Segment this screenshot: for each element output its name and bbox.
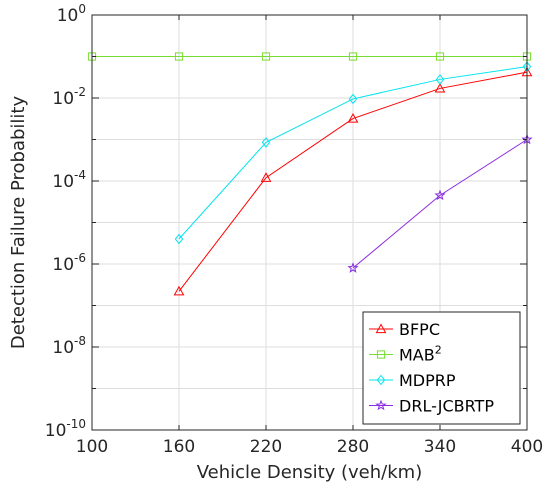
x-axis-label: Vehicle Density (veh/km) xyxy=(197,462,422,483)
y-tick-label: 10-10 xyxy=(45,417,86,441)
data-point xyxy=(348,93,358,105)
data-point xyxy=(434,82,446,93)
series-group xyxy=(87,52,533,296)
y-tick-label: 100 xyxy=(57,2,86,26)
legend-entry: MAB2 xyxy=(369,344,442,365)
legend-entry: MDPRP xyxy=(369,371,456,390)
legend-label: MDPRP xyxy=(399,371,456,390)
x-tick-label: 280 xyxy=(337,437,369,457)
x-tick-label: 340 xyxy=(424,437,456,457)
series-4 xyxy=(347,133,533,273)
data-point xyxy=(435,52,445,61)
data-point xyxy=(173,285,185,296)
legend-entry: BFPC xyxy=(369,320,440,339)
x-tick-label: 220 xyxy=(250,437,282,457)
data-point xyxy=(174,233,184,245)
legend-label: BFPC xyxy=(399,320,440,339)
legend-label: DRL-JCBRTP xyxy=(399,397,494,416)
series-line xyxy=(178,71,528,292)
data-point xyxy=(434,189,446,201)
series-1 xyxy=(173,66,533,296)
y-axis-label: Detection Failure Probability xyxy=(8,96,29,350)
y-tick-label: 10-4 xyxy=(52,168,86,192)
x-tick-label: 160 xyxy=(163,437,195,457)
x-tick-label: 400 xyxy=(511,437,543,457)
series-2 xyxy=(87,52,532,61)
series-line xyxy=(352,139,528,269)
legend-entry: DRL-JCBRTP xyxy=(369,397,494,416)
y-tick-label: 10-6 xyxy=(52,251,86,275)
y-tick-label: 10-8 xyxy=(52,334,86,358)
data-point xyxy=(174,52,184,61)
legend-marker xyxy=(375,323,387,334)
legend-marker xyxy=(376,374,386,386)
x-tick-label: 100 xyxy=(76,437,108,457)
data-point xyxy=(348,52,358,61)
data-point xyxy=(260,172,272,182)
tick-group: 100 160 220 280 340 400 100 10-2 10-4 10-6 10-8 10-… xyxy=(45,2,543,457)
y-tick-label: 10-2 xyxy=(52,85,86,109)
data-point xyxy=(261,52,271,61)
data-point xyxy=(435,74,445,85)
legend: BFPC MAB2 MDPRP DRL-JCBRTP xyxy=(362,311,521,425)
data-point xyxy=(347,113,359,123)
data-point xyxy=(261,137,271,148)
legend-marker xyxy=(375,399,387,411)
legend-label: MAB2 xyxy=(399,344,442,365)
legend-marker xyxy=(376,350,386,359)
data-point xyxy=(347,262,359,273)
series-line xyxy=(178,66,528,240)
